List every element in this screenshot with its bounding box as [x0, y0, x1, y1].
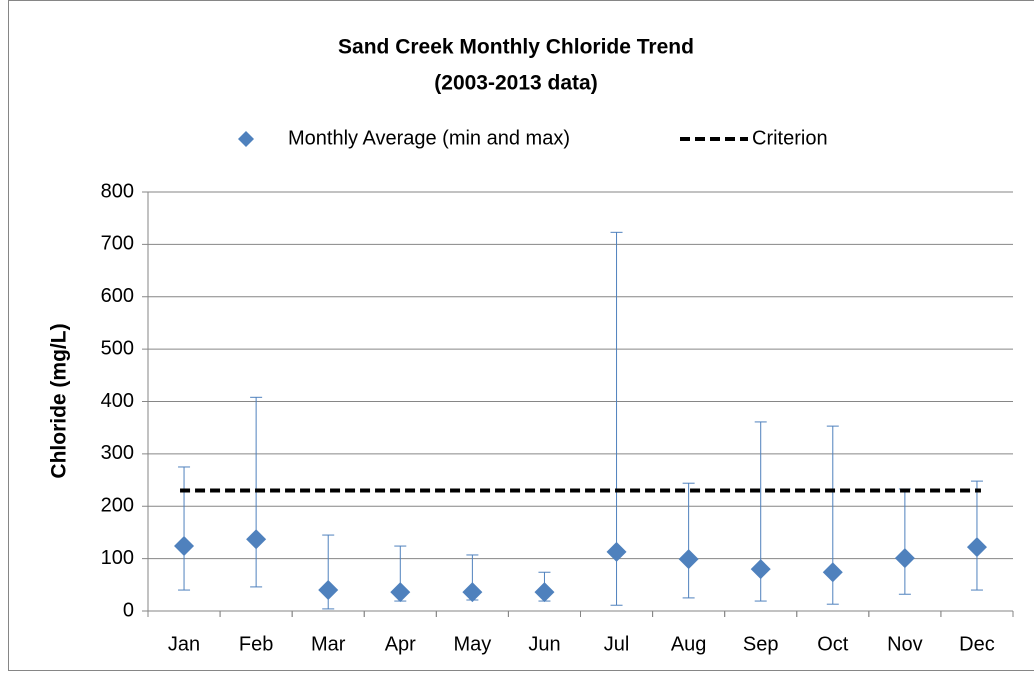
- x-tick-label: May: [453, 633, 491, 655]
- x-tick-label: Jul: [604, 633, 630, 655]
- x-tick-label: Nov: [887, 633, 923, 655]
- y-tick-label: 500: [101, 337, 134, 359]
- x-tick-label: Mar: [311, 633, 346, 655]
- y-tick-label: 100: [101, 547, 134, 569]
- x-tick-label: Aug: [671, 633, 707, 655]
- y-tick-label: 0: [123, 599, 134, 621]
- chart-subtitle: (2003-2013 data): [434, 72, 597, 95]
- x-tick-label: Dec: [959, 633, 995, 655]
- x-tick-label: Sep: [743, 633, 779, 655]
- y-tick-label: 600: [101, 285, 134, 307]
- x-tick-label: Apr: [385, 633, 416, 655]
- x-tick-label: Jun: [528, 633, 560, 655]
- y-tick-label: 200: [101, 495, 134, 517]
- chart-border: [9, 1, 1034, 671]
- x-tick-label: Oct: [817, 633, 849, 655]
- legend-label: Criterion: [752, 127, 828, 149]
- y-tick-label: 400: [101, 390, 134, 412]
- x-tick-label: Jan: [168, 633, 200, 655]
- y-tick-label: 300: [101, 442, 134, 464]
- y-tick-label: 800: [101, 180, 134, 202]
- y-axis-label: Chloride (mg/L): [48, 323, 71, 478]
- x-tick-label: Feb: [239, 633, 273, 655]
- y-tick-label: 700: [101, 233, 134, 255]
- legend-label: Monthly Average (min and max): [288, 127, 570, 149]
- chart-title: Sand Creek Monthly Chloride Trend: [338, 36, 694, 59]
